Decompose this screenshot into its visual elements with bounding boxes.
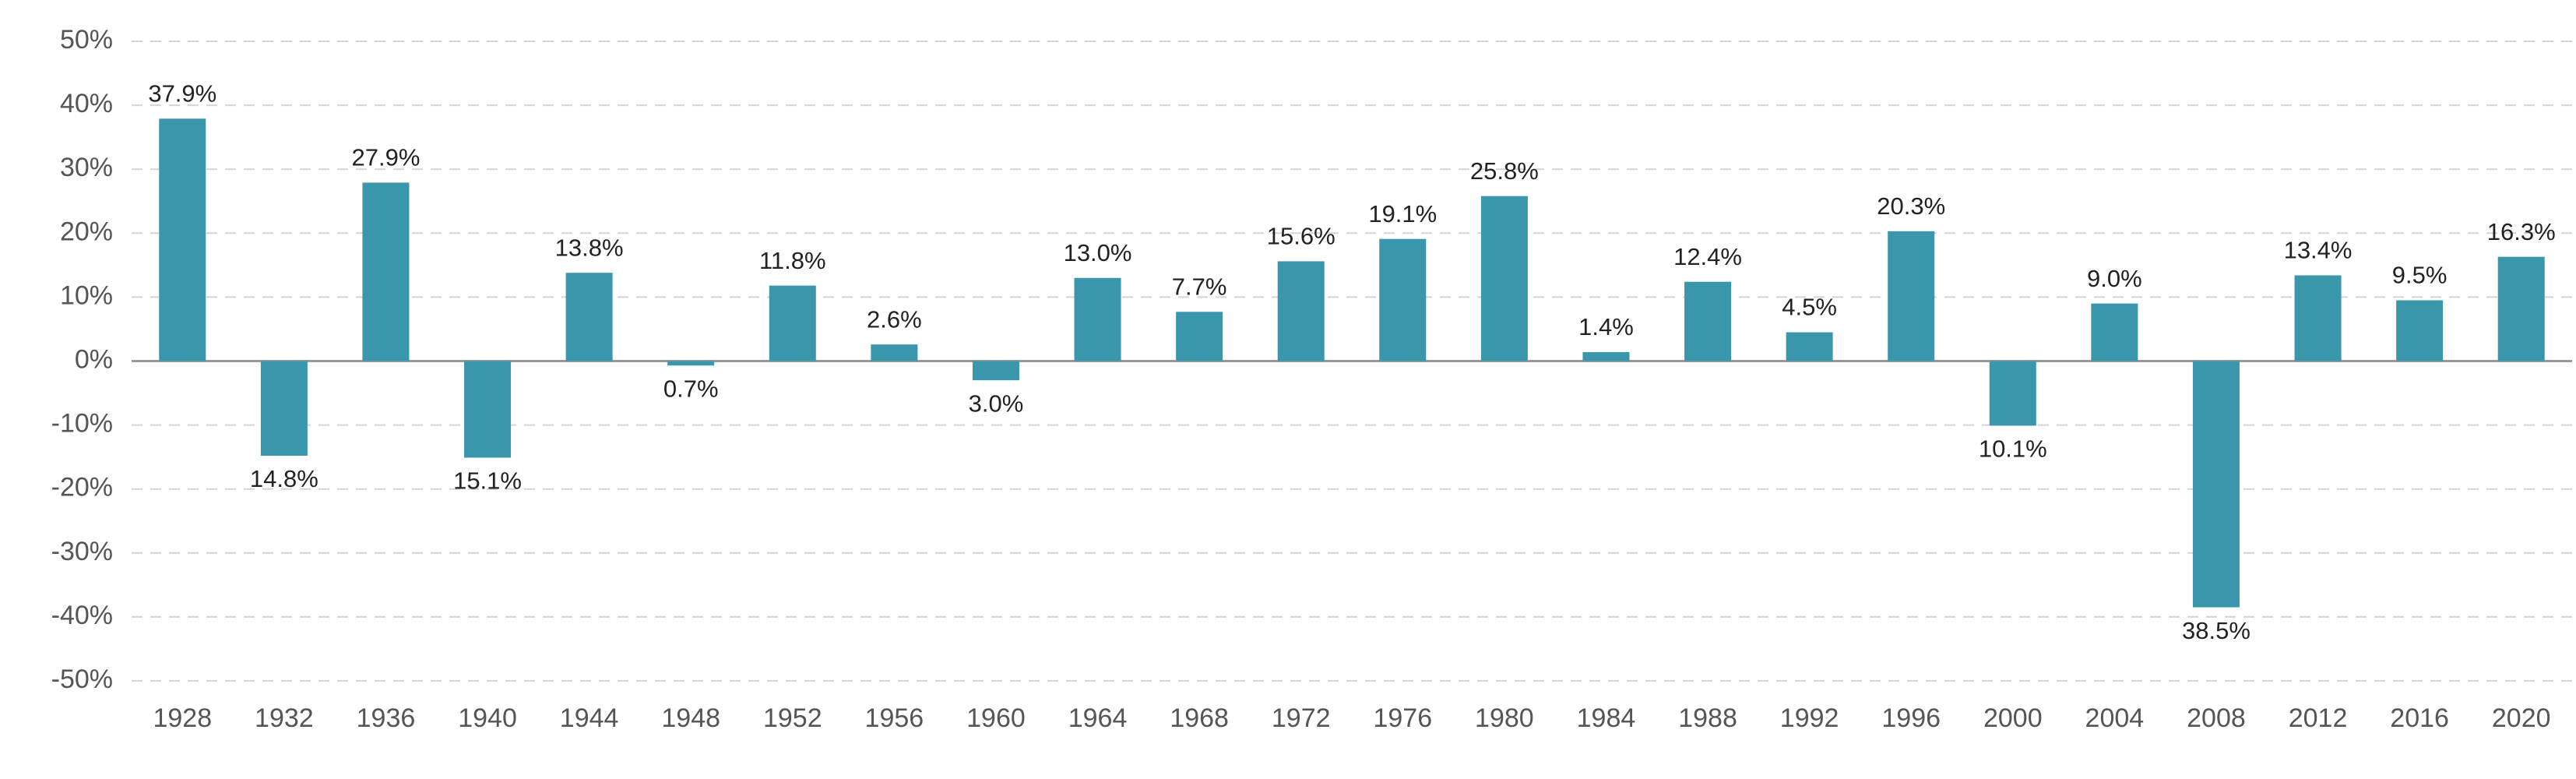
x-tick-label: 1944 [560,703,619,733]
value-label: 4.5% [1782,294,1837,321]
value-label: 38.5% [2182,617,2250,644]
bar [1582,352,1630,361]
x-tick-label: 1952 [763,703,822,733]
y-tick-label: 30% [60,153,113,182]
bar [667,361,715,366]
x-tick-label: 1964 [1068,703,1128,733]
y-tick-label: -40% [51,601,113,630]
bar [2396,300,2444,361]
x-tick-label: 1992 [1780,703,1839,733]
y-tick-label: 40% [60,89,113,118]
bar [565,273,613,361]
x-tick-label: 1932 [255,703,314,733]
value-label: 37.9% [148,80,216,108]
y-tick-label: 0% [75,344,113,374]
y-tick-label: -10% [51,409,113,439]
bar [159,118,206,361]
x-tick-label: 1968 [1170,703,1229,733]
y-tick-label: -50% [51,664,113,694]
value-label: 13.8% [555,234,624,261]
bar [972,361,1019,381]
value-label: 15.1% [453,467,522,495]
value-label: 10.1% [1979,435,2047,463]
value-label: 20.3% [1877,192,1945,220]
bar [1786,332,1833,361]
bar [1480,196,1528,361]
x-tick-label: 2016 [2390,703,2449,733]
x-tick-label: 2020 [2492,703,2551,733]
x-tick-label: 1960 [966,703,1026,733]
x-tick-label: 1972 [1272,703,1331,733]
bar [1684,281,1732,361]
bar [1176,312,1223,361]
bar [1074,277,1121,361]
value-label: 13.4% [2284,237,2353,264]
value-label: 9.5% [2392,262,2448,289]
value-label: 3.0% [969,390,1024,417]
x-tick-label: 2000 [1983,703,2043,733]
bar [1379,238,1427,361]
y-tick-label: 10% [60,280,113,310]
x-tick-label: 1984 [1577,703,1636,733]
value-label: 14.8% [250,465,318,492]
y-tick-label: -20% [51,473,113,502]
value-label: 9.0% [2087,265,2142,292]
value-label: 11.8% [759,247,826,274]
x-tick-label: 1980 [1475,703,1534,733]
x-tick-label: 1928 [153,703,212,733]
bar [2294,275,2342,361]
x-tick-label: 2008 [2187,703,2246,733]
value-label: 2.6% [867,305,922,333]
bar [1888,231,1935,361]
bar [769,285,816,361]
bar [464,361,512,458]
x-tick-label: 1996 [1881,703,1941,733]
value-label: 0.7% [663,375,719,402]
y-tick-label: -30% [51,537,113,566]
x-tick-label: 1956 [865,703,924,733]
bar [2091,303,2138,361]
x-tick-label: 1976 [1373,703,1432,733]
value-label: 25.8% [1470,157,1539,185]
bar [1277,261,1325,361]
value-label: 13.0% [1064,239,1132,266]
bar [362,182,410,361]
bar [1989,361,2036,426]
value-label: 27.9% [352,144,421,171]
bar [2497,256,2545,361]
bar [260,361,308,456]
x-tick-label: 1988 [1678,703,1737,733]
x-tick-label: 1940 [458,703,517,733]
value-label: 16.3% [2487,218,2556,245]
value-label: 7.7% [1172,273,1227,300]
y-tick-label: 50% [60,25,113,55]
value-label: 1.4% [1578,313,1634,340]
bar [2192,361,2240,608]
x-tick-label: 1936 [357,703,416,733]
y-tick-label: 20% [60,217,113,246]
value-label: 12.4% [1673,243,1742,270]
x-tick-label: 2004 [2085,703,2145,733]
bar [871,344,918,361]
x-tick-label: 1948 [661,703,720,733]
value-label: 15.6% [1267,223,1336,250]
x-tick-label: 2012 [2289,703,2348,733]
value-label: 19.1% [1368,200,1437,227]
